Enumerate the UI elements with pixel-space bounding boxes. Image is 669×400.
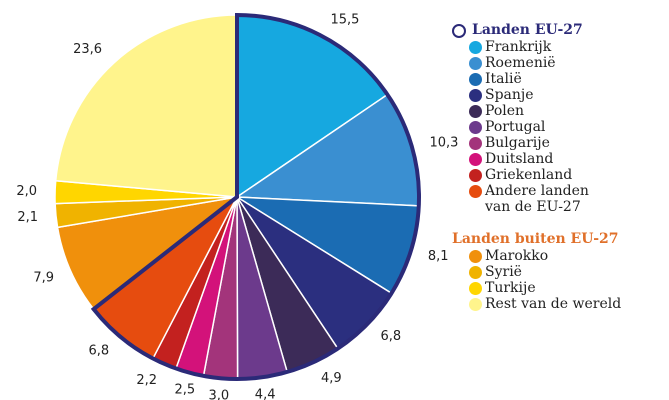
legend-header-text: Landen buiten EU-27 (452, 231, 619, 247)
legend-label: Duitsland (485, 151, 554, 167)
legend-label: Rest van de wereld (485, 296, 622, 312)
data-label: 8,1 (428, 249, 449, 264)
legend-swatch (469, 73, 482, 86)
data-label: 4,9 (321, 371, 342, 386)
legend-label: Frankrijk (485, 39, 552, 55)
legend-item: Rest van de wereld (469, 296, 667, 312)
legend-header: Landen EU-27 (452, 22, 667, 39)
legend-swatch (469, 41, 482, 54)
legend-item: Duitsland (469, 151, 667, 167)
data-label: 4,4 (255, 388, 276, 400)
legend-swatch (469, 121, 482, 134)
legend-label: Marokko (485, 248, 549, 264)
legend-swatch (469, 105, 482, 118)
legend-swatch (469, 250, 482, 263)
legend-item: Portugal (469, 119, 667, 135)
legend-header-text: Landen EU-27 (472, 22, 583, 38)
legend-label: Italië (485, 71, 522, 87)
legend-label: Polen (485, 103, 525, 119)
legend-label: Portugal (485, 119, 546, 135)
legend-item: Syrië (469, 264, 667, 280)
legend-item: Frankrijk (469, 39, 667, 55)
legend-header: Landen buiten EU-27 (452, 231, 667, 248)
legend-swatch (469, 185, 482, 198)
legend-swatch (469, 298, 482, 311)
legend-item: Andere landen van de EU-27 (469, 183, 667, 215)
data-label: 2,2 (136, 373, 157, 388)
legend-swatch (469, 169, 482, 182)
legend-ring (452, 23, 466, 38)
legend-label: Spanje (485, 87, 534, 103)
legend-group: Landen buiten EU-27 Marokko Syrië Turkije Re… (452, 231, 667, 312)
legend-item: Marokko (469, 248, 667, 264)
data-label: 6,8 (381, 329, 402, 344)
data-label: 10,3 (430, 135, 459, 150)
data-label: 2,1 (17, 210, 38, 225)
legend-label: Syrië (485, 264, 522, 280)
legend-label: Turkije (485, 280, 536, 296)
legend-label: Bulgarije (485, 135, 550, 151)
legend: Landen EU-27 Frankrijk Roemenië Italië Spanj… (452, 22, 667, 328)
legend-item: Griekenland (469, 167, 667, 183)
data-label: 15,5 (330, 13, 359, 28)
pie-slice (54, 14, 238, 198)
legend-label: Griekenland (485, 167, 573, 183)
legend-swatch (469, 89, 482, 102)
legend-item: Turkije (469, 280, 667, 296)
data-label: 6,8 (88, 343, 109, 358)
legend-group: Landen EU-27 Frankrijk Roemenië Italië Spanj… (452, 22, 667, 215)
legend-swatch (469, 266, 482, 279)
legend-item: Polen (469, 103, 667, 119)
legend-item: Spanje (469, 87, 667, 103)
legend-label: Roemenië (485, 55, 556, 71)
legend-label: Andere landen van de EU-27 (485, 183, 589, 215)
data-label: 3,0 (208, 389, 229, 400)
data-label: 2,5 (175, 383, 196, 398)
legend-item: Bulgarije (469, 135, 667, 151)
legend-item: Roemenië (469, 55, 667, 71)
legend-swatch (469, 57, 482, 70)
data-label: 7,9 (33, 270, 54, 285)
legend-item: Italië (469, 71, 667, 87)
data-label: 2,0 (16, 184, 37, 199)
data-label: 23,6 (73, 42, 102, 57)
group-outline (90, 12, 421, 381)
legend-swatch (469, 153, 482, 166)
legend-swatch (469, 282, 482, 295)
legend-swatch (469, 137, 482, 150)
